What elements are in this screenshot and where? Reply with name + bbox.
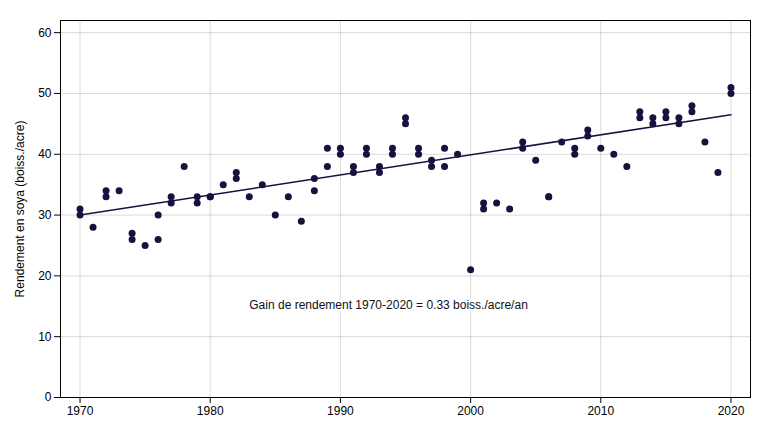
svg-text:Gain de rendement 1970-2020 =: Gain de rendement 1970-2020 = 0.33 boiss… xyxy=(249,298,528,312)
svg-text:2000: 2000 xyxy=(457,404,484,418)
svg-text:20: 20 xyxy=(38,269,52,283)
svg-text:10: 10 xyxy=(38,330,52,344)
svg-text:2010: 2010 xyxy=(587,404,614,418)
svg-text:60: 60 xyxy=(38,26,52,40)
svg-text:2020: 2020 xyxy=(718,404,745,418)
svg-text:50: 50 xyxy=(38,86,52,100)
svg-text:30: 30 xyxy=(38,208,52,222)
svg-text:1990: 1990 xyxy=(327,404,354,418)
svg-text:Rendement en soya (boiss./acre: Rendement en soya (boiss./acre) xyxy=(13,121,27,298)
svg-text:0: 0 xyxy=(45,390,52,404)
svg-text:40: 40 xyxy=(38,147,52,161)
svg-text:1980: 1980 xyxy=(197,404,224,418)
svg-text:1970: 1970 xyxy=(67,404,94,418)
